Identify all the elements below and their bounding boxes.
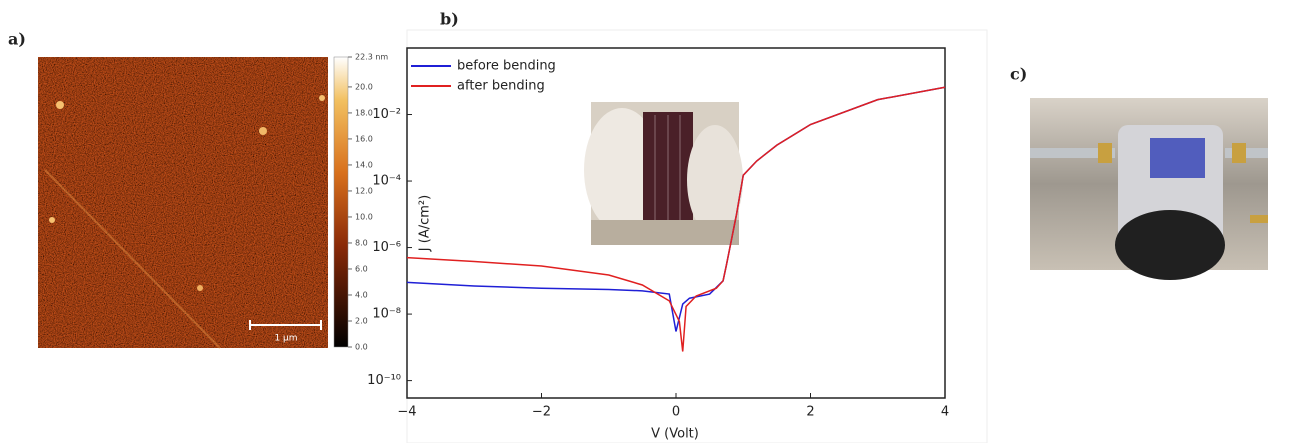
x-tick-label: −2 [532,405,551,420]
colorbar-tick-label: 10.0 [355,212,373,221]
colorbar-tick-label: 2.0 [355,316,368,325]
panel-label: c) [1010,65,1027,84]
y-axis-label: J (A/cm²) [418,195,433,252]
x-tick-label: 4 [941,405,949,420]
x-tick-label: −4 [397,405,416,420]
panel-label: a) [8,30,26,49]
y-tick-label: 10⁻⁶ [372,240,401,255]
series-line [406,86,946,352]
y-tick-label: 10⁻² [372,107,401,122]
x-tick-label: 0 [672,405,680,420]
colorbar-tick-label: 6.0 [355,264,368,273]
colorbar-tick-label: 22.3 nm [355,53,388,62]
y-tick-label: 10⁻⁸ [372,307,401,322]
legend-label: after bending [457,79,545,94]
panel-label: b) [440,10,459,29]
colorbar-tick-label: 8.0 [355,238,368,247]
scale-bar-label: 1 µm [274,334,297,344]
colorbar [333,56,349,348]
colorbar-tick-label: 18.0 [355,108,373,117]
x-axis-label: V (Volt) [651,427,699,442]
legend-label: before bending [457,59,556,74]
afm-image: 1 µm [38,57,328,349]
y-tick-label: 10⁻⁴ [372,174,401,189]
colorbar-tick-label: 14.0 [355,160,373,169]
colorbar-tick-label: 12.0 [355,186,373,195]
colorbar-tick-label: 0.0 [355,343,368,352]
photo-setup [1030,98,1268,280]
colorbar-tick-label: 16.0 [355,134,373,143]
colorbar-tick-label: 20.0 [355,82,373,91]
colorbar-tick-label: 4.0 [355,290,368,299]
y-tick-label: 10⁻¹⁰ [367,373,401,388]
x-tick-label: 2 [806,405,814,420]
inset-photo [584,102,743,245]
